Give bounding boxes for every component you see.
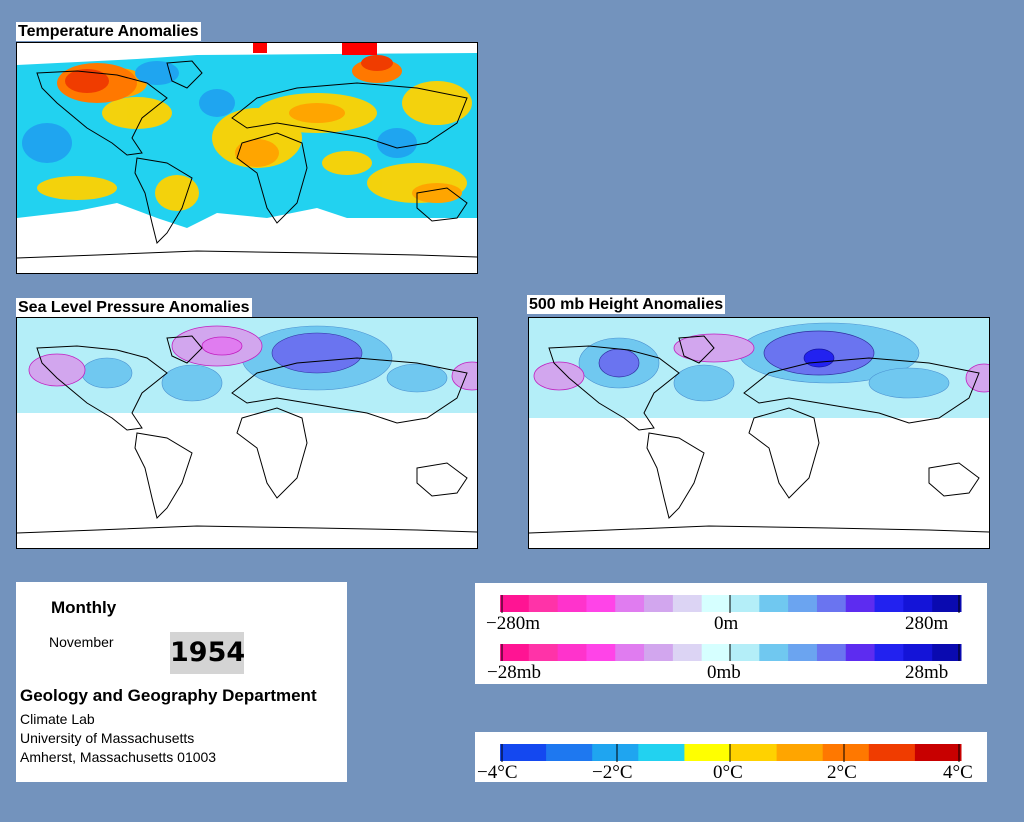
temperature-panel-title: Temperature Anomalies [16, 22, 201, 41]
pressure-center-label: 0mb [707, 662, 741, 683]
temperature-swatch-3 [638, 744, 685, 761]
pressure-swatch-1 [528, 644, 559, 661]
height500-map-canvas [529, 318, 989, 548]
height-swatch-12 [845, 595, 876, 612]
year-label: 1954 [170, 632, 245, 674]
pressure-swatch-0 [500, 644, 530, 661]
lab-name: Climate Lab [20, 711, 95, 727]
pressure-left-label: −28mb [487, 662, 541, 683]
temperature-swatch-2 [592, 744, 639, 761]
coast-antarctica [17, 250, 477, 259]
temperature-swatch-4 [684, 744, 731, 761]
pressure-swatch-11 [816, 644, 847, 661]
height-swatch-15 [932, 595, 962, 612]
height-swatch-14 [903, 595, 933, 612]
pressure-swatch-2 [557, 644, 587, 661]
height-swatch-7 [701, 595, 731, 612]
coast-north-america [36, 70, 168, 156]
temperature-swatch-9 [914, 744, 962, 761]
pressure-swatch-15 [932, 644, 962, 661]
height-center-label: 0m [714, 613, 739, 634]
coast-europe-asia [231, 82, 468, 149]
department-name: Geology and Geography Department [20, 686, 317, 705]
slp-anomaly-map [16, 317, 478, 549]
pressure-swatch-4 [615, 644, 645, 661]
university-name: University of Massachusetts [20, 730, 195, 746]
height-swatch-10 [788, 595, 818, 612]
height-swatch-1 [528, 595, 559, 612]
pressure-swatch-6 [672, 644, 703, 661]
temperature-swatch-6 [776, 744, 824, 761]
temp-tick-neg2: −2°C [592, 762, 633, 782]
height-swatch-13 [874, 595, 904, 612]
temperature-swatch-0 [500, 744, 547, 761]
coast-greenland [166, 60, 203, 89]
height-swatch-11 [816, 595, 847, 612]
pressure-swatch-9 [759, 644, 789, 661]
pressure-swatch-7 [701, 644, 731, 661]
height-swatch-6 [672, 595, 703, 612]
height-swatch-4 [615, 595, 645, 612]
height-swatch-8 [730, 595, 760, 612]
temperature-anomaly-map [16, 42, 478, 274]
coast-australia [416, 187, 468, 222]
slp-map-canvas [17, 318, 477, 548]
temperature-color-bar [500, 744, 962, 761]
slp-panel-title: Sea Level Pressure Anomalies [16, 298, 252, 317]
address: Amherst, Massachusetts 01003 [20, 749, 217, 765]
temperature-legend: −4°C −2°C 0°C 2°C 4°C [475, 732, 987, 782]
height-swatch-2 [557, 595, 587, 612]
coast-africa [236, 132, 308, 224]
pressure-color-bar [500, 644, 962, 661]
height-left-label: −280m [486, 613, 540, 634]
pressure-swatch-13 [874, 644, 904, 661]
period-label: Monthly [51, 598, 117, 617]
height-pressure-legend-canvas: −280m 0m 280m −28mb 0mb 28mb [486, 595, 962, 683]
pressure-right-label: 28mb [905, 662, 948, 683]
height-swatch-9 [759, 595, 789, 612]
pressure-swatch-5 [644, 644, 674, 661]
height-color-bar [500, 595, 962, 612]
info-box: Monthly November 1954 Geology and Geogra… [16, 582, 347, 782]
temperature-swatch-8 [868, 744, 916, 761]
coast-south-america [134, 157, 193, 244]
height500-anomaly-map [528, 317, 990, 549]
pressure-swatch-10 [788, 644, 818, 661]
height-swatch-3 [586, 595, 616, 612]
temperature-map-canvas [17, 43, 477, 273]
temp-tick-neg4: −4°C [477, 762, 518, 782]
temperature-swatch-1 [546, 744, 593, 761]
temperature-swatch-7 [822, 744, 870, 761]
height500-panel-title: 500 mb Height Anomalies [527, 295, 726, 314]
temp-tick-4: 4°C [943, 762, 973, 782]
temp-tick-2: 2°C [827, 762, 857, 782]
pressure-swatch-3 [586, 644, 616, 661]
height-right-label: 280m [905, 613, 949, 634]
height-swatch-5 [644, 595, 674, 612]
height-pressure-legend: −280m 0m 280m −28mb 0mb 28mb [475, 583, 987, 684]
pressure-swatch-14 [903, 644, 933, 661]
pressure-swatch-12 [845, 644, 876, 661]
temperature-legend-canvas: −4°C −2°C 0°C 2°C 4°C [477, 744, 973, 782]
pressure-swatch-8 [730, 644, 760, 661]
height-swatch-0 [500, 595, 530, 612]
temperature-swatch-5 [730, 744, 778, 761]
month-label: November [49, 634, 114, 650]
temp-tick-0: 0°C [713, 762, 743, 782]
